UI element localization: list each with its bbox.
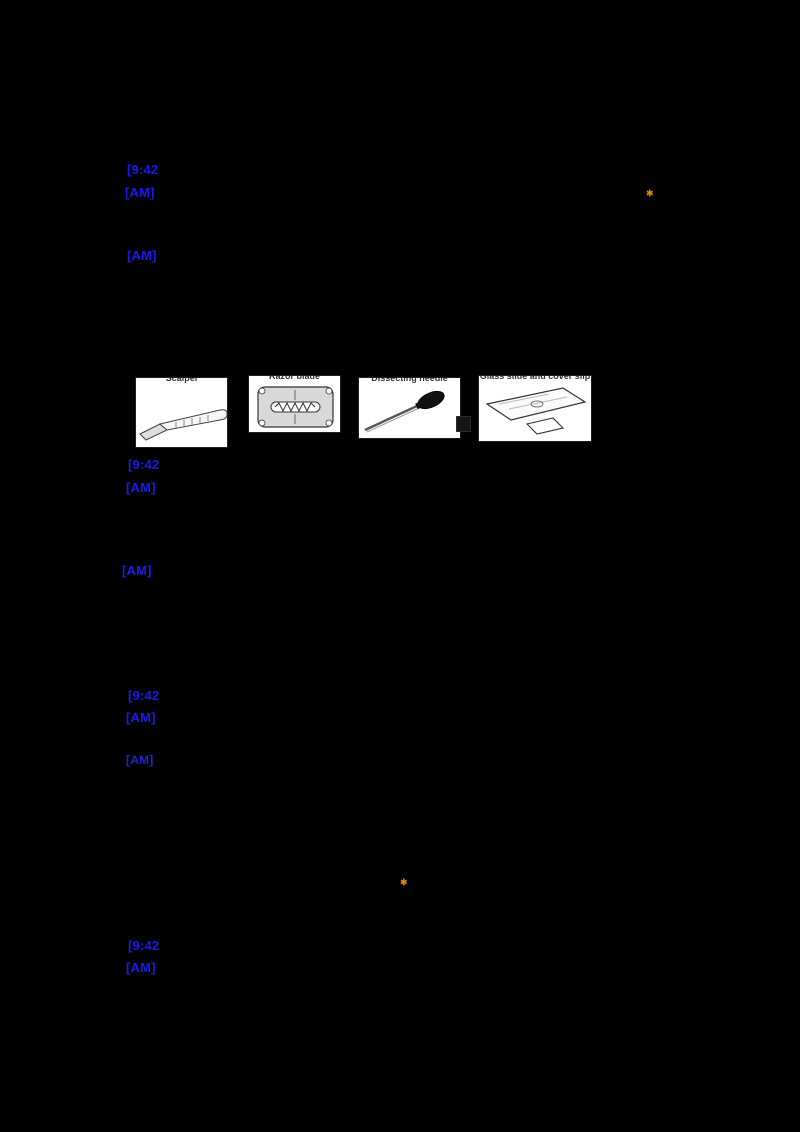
figure-dissecting-needle: Dissecting needle bbox=[358, 377, 461, 439]
glass-slide-illustration bbox=[485, 387, 587, 435]
blue-tag-4[interactable]: [AM] bbox=[122, 563, 152, 578]
blue-tag-1-line1[interactable]: [9:42 bbox=[127, 162, 159, 177]
scalpel-illustration bbox=[139, 409, 227, 441]
figure-glass-slide-caption: Glass slide and cover slip bbox=[479, 375, 591, 381]
blue-tag-6[interactable]: [AM] bbox=[126, 753, 154, 767]
blue-tag-1-line2[interactable]: [AM] bbox=[125, 185, 155, 200]
blue-tag-3-line2[interactable]: [AM] bbox=[126, 480, 156, 495]
figure-razor-blade-caption: Razor blade bbox=[268, 375, 320, 381]
spark-icon: ✱ bbox=[646, 188, 654, 198]
figure-glass-slide: Glass slide and cover slip bbox=[478, 375, 592, 442]
razor-blade-illustration bbox=[257, 386, 334, 428]
figure-scalpel: Scalpel bbox=[135, 377, 228, 448]
spark-icon: ✱ bbox=[400, 877, 408, 887]
figure-scalpel-caption: Scalpel bbox=[165, 377, 198, 383]
blue-tag-3-line1[interactable]: [9:42 bbox=[128, 457, 160, 472]
blue-tag-5-line1[interactable]: [9:42 bbox=[128, 688, 160, 703]
blue-tag-7-line2[interactable]: [AM] bbox=[126, 960, 156, 975]
blue-tag-5-line2[interactable]: [AM] bbox=[126, 710, 156, 725]
blue-tag-7-line1[interactable]: [9:42 bbox=[128, 938, 160, 953]
dissecting-needle-illustration bbox=[364, 390, 445, 433]
blue-tag-2[interactable]: [AM] bbox=[127, 248, 157, 263]
small-dark-square bbox=[456, 416, 471, 432]
figure-dissecting-needle-caption: Dissecting needle bbox=[371, 377, 448, 383]
figure-razor-blade: Razor blade bbox=[248, 375, 341, 433]
